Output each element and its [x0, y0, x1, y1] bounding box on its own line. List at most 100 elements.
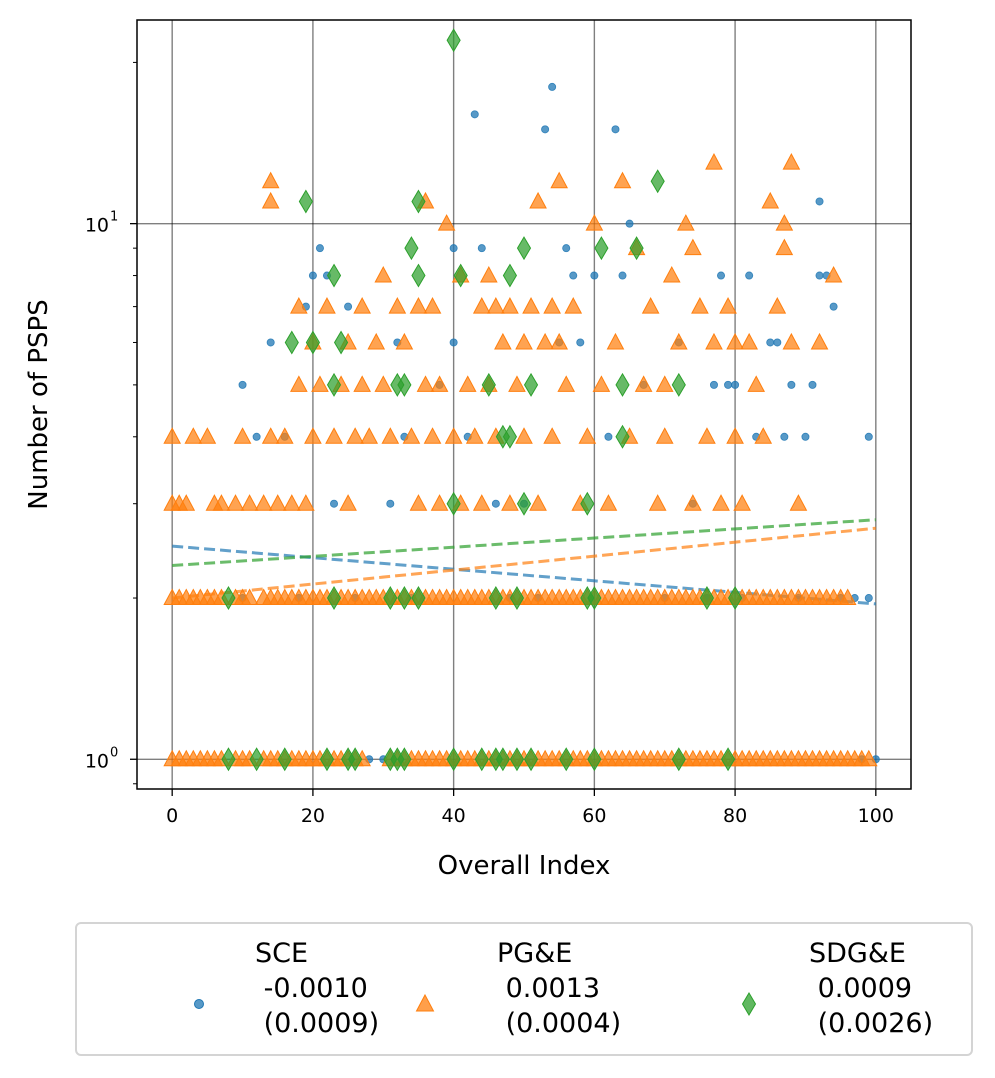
sdge-point: [629, 236, 644, 261]
pge-point: [226, 494, 245, 511]
pge-point: [388, 297, 407, 314]
sce-point: [773, 338, 782, 347]
sdge-point: [481, 372, 496, 397]
x-tick-label: 60: [582, 805, 606, 827]
pge-point: [479, 265, 498, 283]
sce-point: [541, 125, 550, 134]
sce-point: [491, 499, 500, 508]
pge-point: [184, 427, 203, 444]
pge-point: [684, 494, 702, 511]
pge-point: [726, 427, 744, 444]
pge-point: [578, 427, 597, 444]
sce-point: [548, 82, 557, 91]
sdge-point: [397, 747, 412, 772]
pge-point: [163, 427, 182, 444]
pge-point: [564, 297, 583, 314]
sce-point: [864, 594, 873, 603]
y-tick-label-exponent: 1: [110, 210, 118, 225]
y-tick-label: 10: [85, 750, 109, 772]
pge-point: [290, 297, 308, 314]
pge-point: [726, 332, 744, 350]
x-tick-label: 20: [301, 805, 325, 827]
pge-point: [290, 375, 308, 392]
sdge-point: [509, 586, 525, 611]
circle-marker-icon: [194, 999, 204, 1009]
x-tick-label: 0: [166, 805, 178, 827]
sdge-point: [446, 491, 461, 516]
sdge-point: [221, 586, 236, 611]
sdge-point: [249, 747, 264, 772]
sce-point: [344, 302, 353, 311]
pge-point: [740, 332, 758, 350]
sdge-point: [284, 330, 299, 355]
pge-point: [360, 427, 379, 444]
sdge-point: [615, 424, 630, 449]
pge-point: [374, 375, 393, 392]
pge-point: [402, 427, 421, 444]
pge-point: [733, 494, 751, 511]
pge-point: [282, 494, 301, 511]
sce-point: [766, 338, 775, 347]
pge-point: [423, 427, 442, 444]
sdge-point: [594, 236, 609, 261]
pge-point: [557, 375, 576, 392]
sdge-point: [587, 586, 602, 611]
pge-point: [325, 427, 343, 444]
pge-point: [838, 588, 857, 606]
pge-point: [655, 375, 674, 392]
sdge-point: [326, 586, 342, 611]
sce-point: [618, 271, 627, 280]
pge-point: [304, 427, 322, 444]
sce-point: [576, 338, 585, 347]
x-tick-label: 80: [723, 805, 747, 827]
pge-point: [501, 494, 519, 511]
pge-point: [346, 427, 364, 444]
sdge-point: [411, 189, 426, 214]
pge-point: [775, 214, 794, 231]
pge-point: [684, 238, 702, 256]
pge-trend-line: [172, 526, 876, 600]
sce-point: [731, 380, 740, 389]
sdge-point: [502, 424, 518, 449]
sdge-point: [277, 747, 292, 772]
sce-point: [787, 380, 796, 389]
pge-point: [529, 494, 547, 511]
plot-area-frame: [136, 19, 912, 790]
sce-point: [238, 380, 247, 389]
sce-point: [330, 499, 339, 508]
sdge-point: [326, 263, 342, 288]
pge-point: [268, 494, 287, 511]
pge-point: [430, 375, 449, 392]
sdge-point: [488, 586, 503, 611]
pge-point: [494, 332, 512, 350]
pge-point: [585, 214, 604, 231]
pge-point: [381, 427, 400, 444]
pge-point: [712, 494, 730, 511]
pge-point: [430, 494, 449, 511]
legend-label-pge: PG&E 0.0013 (0.0004): [497, 938, 622, 1039]
sdge-point: [650, 169, 665, 194]
sce-point: [449, 244, 458, 253]
pge-point: [550, 171, 569, 189]
pge-point: [515, 427, 533, 444]
sdge-point: [509, 747, 525, 772]
sce-point: [562, 244, 571, 253]
sce-point: [308, 271, 317, 280]
pge-point: [240, 494, 259, 511]
pge-point: [522, 297, 540, 314]
pge-point: [261, 191, 280, 209]
legend: SCE -0.0010 (0.0009) PG&E 0.0013 (0.0004…: [75, 922, 973, 1056]
y-tick-label-exponent: 0: [110, 745, 118, 760]
sdge-point: [671, 372, 686, 397]
pge-point: [775, 238, 794, 256]
grid-lines: [137, 20, 911, 789]
pge-point: [198, 427, 217, 444]
sce-point: [477, 244, 486, 253]
sce-point: [569, 271, 578, 280]
sdge-point: [516, 236, 532, 261]
pge-point: [177, 494, 196, 511]
sce-point: [801, 432, 810, 441]
sce-point: [590, 271, 599, 280]
sdge-point: [615, 372, 630, 397]
pge-point: [275, 427, 294, 444]
